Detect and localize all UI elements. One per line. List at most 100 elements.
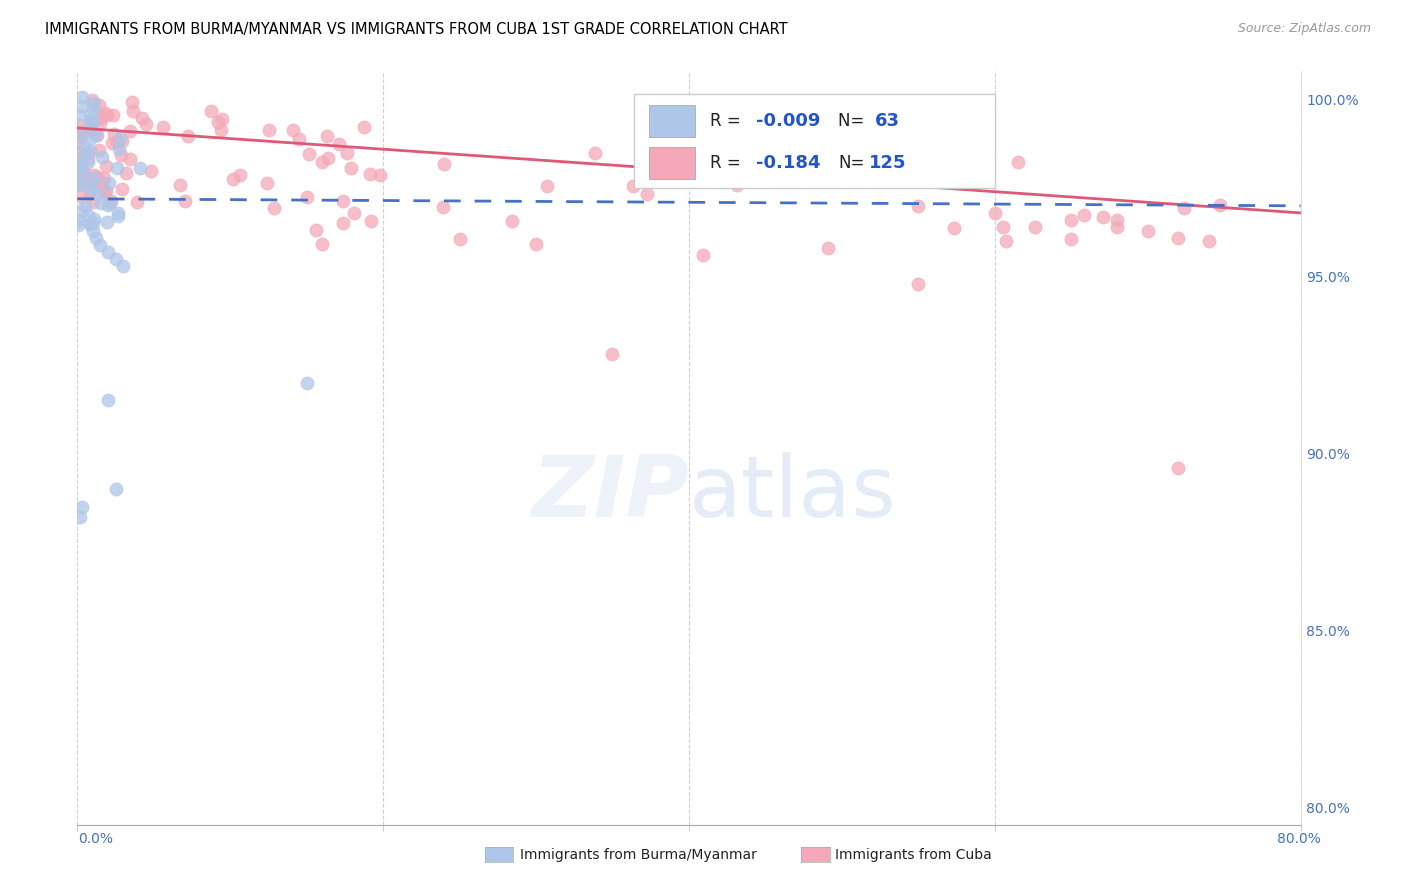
- Point: [70, 161, 93, 176]
- Point: [129, 161, 152, 175]
- Point: [524, 236, 547, 251]
- Point: [76, 208, 98, 222]
- Point: [91, 150, 114, 164]
- Point: [97, 393, 120, 408]
- Point: [66, 218, 89, 232]
- Point: [222, 172, 245, 186]
- Point: [368, 169, 391, 183]
- Point: [636, 187, 658, 202]
- Point: [90, 196, 112, 211]
- Point: [263, 201, 285, 215]
- Point: [1060, 213, 1083, 227]
- Point: [209, 123, 232, 137]
- Point: [1105, 213, 1128, 227]
- Point: [907, 199, 929, 213]
- Point: [98, 195, 121, 210]
- Point: [66, 118, 89, 132]
- Point: [305, 223, 328, 237]
- Point: [121, 95, 143, 109]
- Point: [107, 135, 129, 149]
- Point: [121, 103, 143, 118]
- Point: [86, 128, 108, 142]
- Point: [80, 123, 103, 137]
- Point: [298, 146, 321, 161]
- Point: [583, 145, 606, 160]
- Text: R =: R =: [710, 112, 745, 130]
- Point: [1167, 230, 1189, 244]
- Point: [169, 178, 191, 192]
- Point: [93, 186, 115, 200]
- Point: [207, 115, 229, 129]
- Point: [86, 128, 108, 142]
- Point: [907, 277, 929, 291]
- Point: [66, 178, 89, 193]
- Point: [73, 163, 96, 178]
- Point: [76, 145, 98, 160]
- Point: [725, 178, 748, 192]
- Point: [80, 182, 103, 196]
- Point: [67, 146, 90, 161]
- Point: [332, 194, 354, 209]
- Point: [83, 211, 105, 226]
- Point: [107, 206, 129, 220]
- Point: [817, 241, 839, 255]
- Point: [70, 99, 93, 113]
- Text: N=: N=: [838, 112, 870, 130]
- Text: -0.009: -0.009: [756, 112, 821, 130]
- Text: -0.184: -0.184: [756, 154, 821, 172]
- Point: [360, 214, 382, 228]
- Point: [359, 167, 381, 181]
- Text: Immigrants from Cuba: Immigrants from Cuba: [835, 847, 991, 862]
- Point: [643, 148, 665, 162]
- Point: [66, 177, 89, 191]
- Point: [90, 112, 112, 126]
- Point: [83, 168, 105, 182]
- Point: [97, 176, 120, 190]
- Point: [79, 112, 101, 127]
- Point: [1091, 210, 1114, 224]
- Text: IMMIGRANTS FROM BURMA/MYANMAR VS IMMIGRANTS FROM CUBA 1ST GRADE CORRELATION CHAR: IMMIGRANTS FROM BURMA/MYANMAR VS IMMIGRA…: [45, 22, 787, 37]
- Point: [86, 187, 108, 202]
- Point: [69, 510, 91, 524]
- Point: [67, 173, 90, 187]
- Point: [69, 158, 91, 172]
- Point: [83, 172, 105, 186]
- Point: [76, 152, 98, 166]
- Point: [90, 176, 112, 190]
- Point: [1107, 220, 1129, 235]
- Point: [110, 131, 132, 145]
- Point: [353, 120, 375, 134]
- Point: [77, 155, 100, 169]
- Point: [1173, 202, 1195, 216]
- Point: [94, 185, 117, 199]
- Point: [82, 177, 104, 191]
- Point: [70, 89, 93, 103]
- Point: [432, 200, 454, 214]
- Point: [79, 120, 101, 134]
- Point: [107, 209, 129, 223]
- Point: [112, 259, 135, 273]
- Point: [1059, 232, 1081, 246]
- Point: [67, 153, 90, 167]
- Point: [79, 217, 101, 231]
- Point: [315, 128, 337, 143]
- Point: [120, 152, 142, 166]
- Point: [343, 205, 366, 219]
- Point: [73, 123, 96, 137]
- Point: [70, 177, 93, 191]
- Point: [114, 166, 136, 180]
- Point: [1073, 208, 1095, 222]
- Point: [621, 179, 644, 194]
- Point: [93, 106, 115, 120]
- Point: [100, 194, 122, 209]
- Text: Source: ZipAtlas.com: Source: ZipAtlas.com: [1237, 22, 1371, 36]
- Point: [83, 174, 105, 188]
- Point: [73, 199, 96, 213]
- Point: [692, 247, 714, 261]
- Point: [200, 104, 222, 119]
- Point: [104, 252, 127, 266]
- Point: [281, 123, 304, 137]
- Point: [83, 96, 105, 111]
- Point: [111, 134, 134, 148]
- Point: [295, 190, 318, 204]
